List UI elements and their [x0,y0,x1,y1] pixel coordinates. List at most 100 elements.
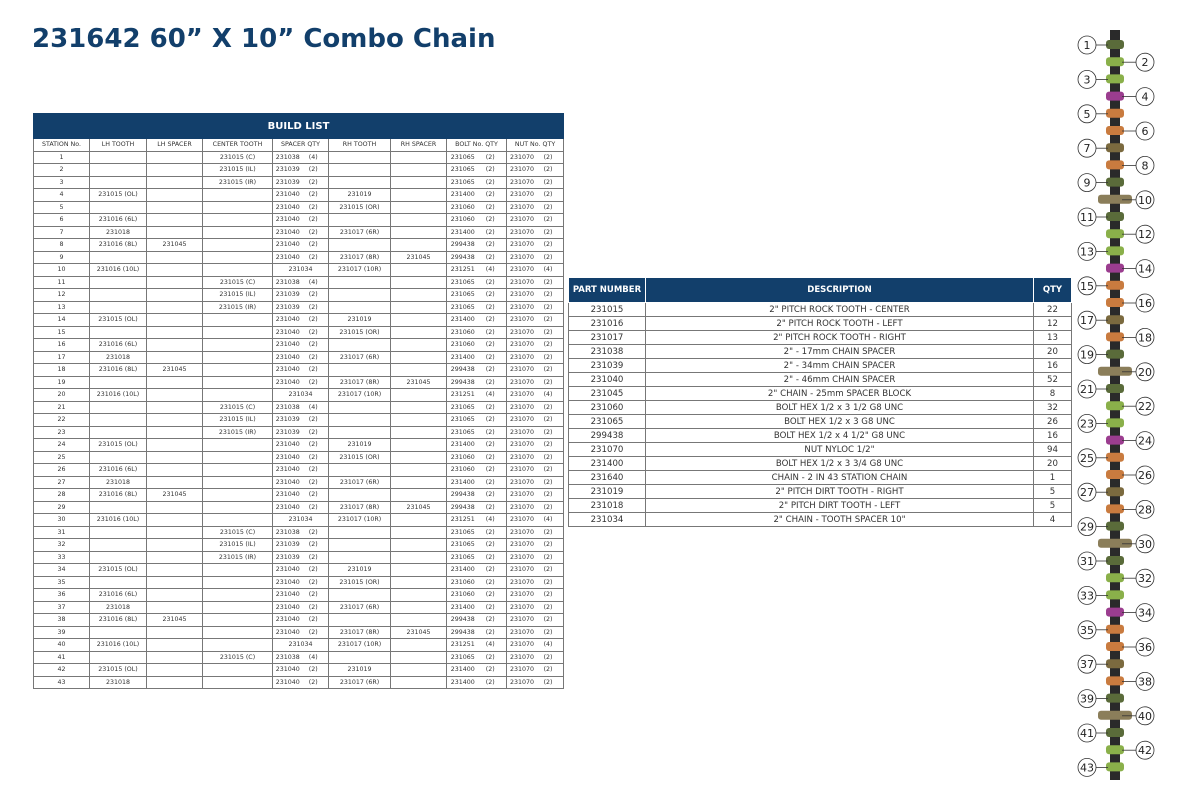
chain-part [1106,504,1124,514]
table-cell: 231016 (10L) [89,638,147,652]
cell-part: 231040 [275,378,300,386]
table-cell [202,338,273,352]
table-cell: 231070 (2) [505,150,565,164]
callout-number: 12 [1138,228,1152,241]
table-cell: 231045 [390,625,447,639]
table-cell: 15 [33,325,90,339]
cell-part: (2) [308,316,318,324]
table-cell: 231640 [568,470,646,485]
table-cell: 231070 (4) [505,263,565,277]
cell-part: 231038 [275,528,300,536]
table-cell: 16 [1033,358,1072,373]
table-cell: NUT NYLOC 1/2" [645,442,1034,457]
cell-part: (2) [543,666,553,674]
callout-number: 19 [1080,349,1094,362]
table-cell [202,238,273,252]
callout-number: 43 [1080,761,1094,774]
cell-part: (2) [308,453,318,461]
table-cell: 12 [1033,316,1072,331]
table-cell: 231015 (IR) [202,175,273,189]
table-cell: 231039 (2) [272,550,329,564]
cell-part: 231065 [450,403,475,411]
cell-part: (2) [543,628,553,636]
table-cell [146,375,203,389]
table-cell: 231015 (OL) [89,188,147,202]
column-header: PART NUMBER [568,277,646,303]
table-cell: 231070 (2) [505,588,565,602]
callout-number: 20 [1138,366,1152,379]
cell-part: (2) [543,278,553,286]
title: 231642 60” X 10” Combo Chain [32,24,496,54]
table-cell: 231060 (2) [446,575,507,589]
table-row: 231400 BOLT HEX 1/2 x 3 3/4 G8 UNC 20 [568,456,1072,471]
callout-number: 38 [1138,675,1152,688]
cell-part: 231040 [275,316,300,324]
table-cell: 231065 (2) [446,425,507,439]
table-cell: 20 [33,388,90,402]
cell-part: 231070 [509,341,535,349]
table-cell: 231015 (C) [202,525,273,539]
callout-circle [1135,396,1155,416]
cell-part: 231070 [509,216,535,224]
table-row: 7 231018 231040 (2) 231017 (6R) 231400 (2) 2310… [33,225,565,239]
table-row: 3 231015 (IR) 231039 (2) 231065 (2) 231070 (2) [33,175,565,189]
table-cell: 231060 (2) [446,450,507,464]
table-cell: 231400 (2) [446,438,507,452]
table-cell [146,413,203,427]
chain-part [1106,212,1124,221]
table-row: 16 231016 (6L) 231040 (2) 231060 (2) 231070 (2) [33,338,565,352]
callout-circle [1135,121,1155,141]
cell-part: (2) [543,541,553,549]
cell-part: 231070 [509,378,535,386]
chain-part [1106,384,1124,393]
table-cell: 22 [33,413,90,427]
table-cell: 231070 (2) [505,163,565,177]
table-cell [202,263,273,277]
callout-circle [1135,706,1155,726]
table-cell [146,313,203,327]
table-cell: 9 [33,250,90,264]
cell-part: (2) [308,378,318,386]
cell-part: 231065 [450,178,475,186]
cell-part: 299438 [450,366,475,374]
cell-part: (4) [543,516,553,524]
build-list-table: BUILD LIST STATION No. LH TOOTH LH SPACER CE… [32,113,565,689]
cell-part: (2) [308,341,318,349]
table-cell [328,525,391,539]
table-cell [89,413,147,427]
table-cell: 231070 (2) [505,663,565,677]
table-row: 38 231016 (8L) 231045 231040 (2) 299438 (2) 231… [33,613,565,627]
table-cell: 231040 (2) [272,200,329,214]
table-cell [146,400,203,414]
chain-part [1106,74,1124,84]
table-cell: 231015 (IR) [202,300,273,314]
cell-part: (2) [485,316,495,324]
table-cell: 231070 (2) [505,338,565,352]
table-cell [390,200,447,214]
table-cell: 231017 (6R) [328,350,391,364]
table-cell: 231016 (10L) [89,513,147,527]
callout-number: 2 [1142,56,1149,69]
table-cell: 231070 (2) [505,413,565,427]
table-cell [328,588,391,602]
table-cell [390,488,447,502]
callout-number: 21 [1080,383,1094,396]
chain-part [1106,693,1124,703]
cell-part: (2) [308,353,318,361]
cell-part: 231070 [509,228,535,236]
table-row: 33 231015 (IR) 231039 (2) 231065 (2) 231070 (2) [33,550,565,564]
cell-part: 231040 [275,241,300,249]
callout-circle [1077,586,1097,605]
table-cell [202,613,273,627]
table-cell: 2 [33,163,90,177]
callout-circle [1135,672,1155,691]
cell-part: (2) [485,491,495,499]
cell-part: 299438 [450,253,475,261]
table-cell [202,388,273,402]
table-cell: 231045 [146,613,203,627]
table-cell [89,300,147,314]
table-row: 231060 BOLT HEX 1/2 x 3 1/2 G8 UNC 32 [568,400,1072,415]
table-cell [390,325,447,339]
table-cell: 231070 (4) [505,388,565,402]
cell-part: (2) [485,203,495,211]
